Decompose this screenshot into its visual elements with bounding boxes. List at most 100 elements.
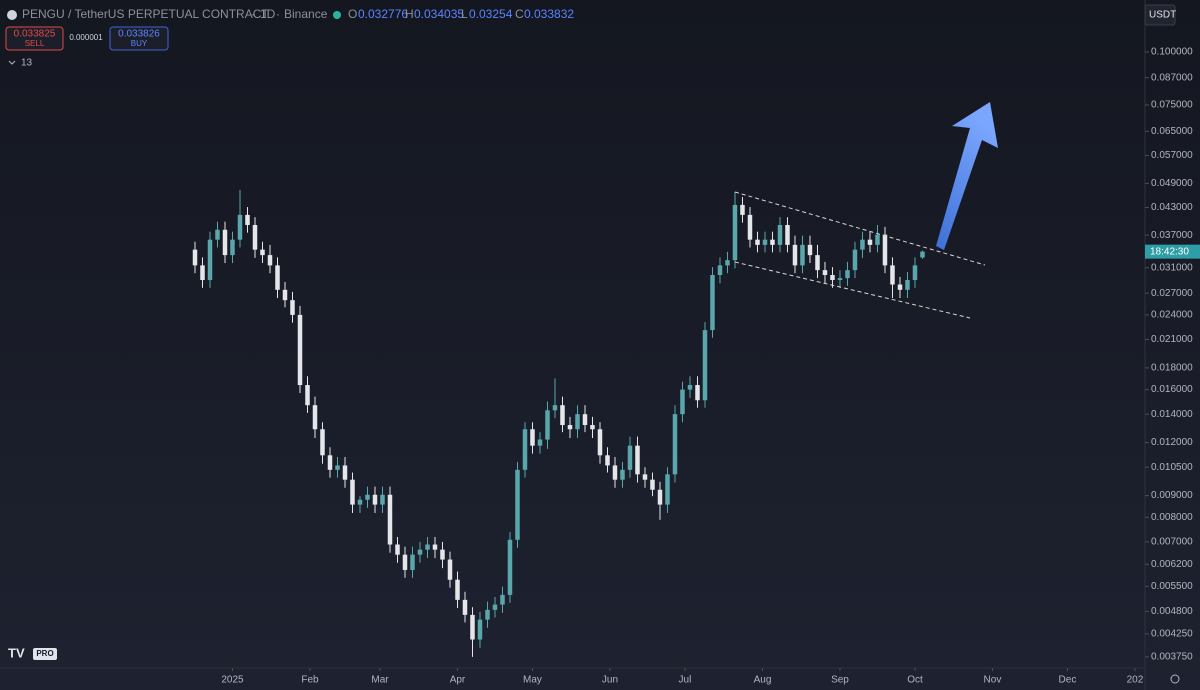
buy-price[interactable]: 0.033826	[118, 29, 160, 40]
symbol: PENGU / TetherUS PERPETUAL CONTRACT	[22, 7, 269, 21]
y-tick-label: 0.003750	[1151, 652, 1193, 663]
y-tick-label: 0.006200	[1151, 559, 1193, 570]
candle-body	[372, 494, 378, 505]
candle-body	[815, 255, 820, 271]
candle-body	[905, 280, 910, 290]
spread: 0.000001	[69, 33, 103, 42]
countdown: 18:42:30	[1150, 246, 1189, 257]
exchange: Binance	[284, 7, 328, 21]
y-tick-label: 0.057000	[1151, 150, 1193, 161]
candle-body	[425, 544, 430, 550]
candle-body	[260, 249, 265, 256]
candles	[192, 189, 925, 657]
sell-label[interactable]: SELL	[25, 39, 45, 48]
candle-body	[485, 609, 490, 620]
candle-body	[627, 445, 633, 470]
currency[interactable]: USDT	[1149, 10, 1176, 21]
candle-body	[470, 614, 475, 640]
candle-body	[432, 544, 438, 550]
x-tick-label: 2025	[221, 675, 244, 686]
y-tick-label: 0.004250	[1151, 628, 1193, 639]
y-tick-label: 0.043000	[1151, 202, 1193, 213]
candle-body	[252, 224, 258, 250]
y-tick-label: 0.018000	[1151, 363, 1193, 374]
indicators-count[interactable]: 13	[21, 58, 33, 69]
y-tick-label: 0.010500	[1151, 462, 1193, 473]
y-tick-label: 0.021000	[1151, 334, 1193, 345]
candle-body	[237, 214, 243, 240]
candle-body	[387, 494, 393, 545]
sell-button[interactable]	[5, 26, 64, 51]
candle-body	[500, 594, 505, 605]
candle-body	[710, 275, 715, 331]
indicators-chevron[interactable]	[8, 60, 16, 65]
candle-body	[695, 385, 700, 401]
candle-body	[350, 479, 355, 505]
candle-body	[777, 224, 783, 245]
candle-body	[402, 554, 408, 570]
candle-body	[867, 239, 873, 245]
countdown-box	[1145, 244, 1200, 259]
symbol-icon	[7, 10, 17, 20]
candle-body	[582, 414, 588, 426]
ohlc-label: H	[405, 7, 414, 21]
candle-body	[762, 239, 768, 245]
candle-body	[890, 265, 895, 285]
candle-body	[275, 265, 280, 290]
candle-body	[837, 278, 843, 281]
candle-body	[282, 289, 288, 301]
settings-icon[interactable]	[1170, 674, 1180, 684]
candle-body	[507, 539, 513, 595]
candle-body	[717, 265, 723, 276]
candle-body	[545, 410, 550, 440]
candle-body	[335, 465, 340, 470]
candle-body	[605, 455, 610, 466]
y-tick-label: 0.005500	[1151, 581, 1193, 592]
buy-label[interactable]: BUY	[131, 39, 148, 48]
y-tick-label: 0.031000	[1151, 262, 1193, 273]
candle-body	[567, 425, 573, 430]
candle-body	[440, 549, 445, 560]
x-tick-label: Jun	[602, 675, 618, 686]
logo: TV	[8, 645, 25, 660]
candle-body	[755, 239, 760, 245]
candle-body	[612, 465, 618, 480]
candle-body	[380, 494, 385, 505]
candle-body	[267, 255, 273, 266]
candle-body	[725, 260, 730, 266]
candle-body	[590, 425, 595, 430]
x-tick-label: Feb	[301, 675, 319, 686]
candle-body	[455, 579, 460, 600]
x-tick-label: Apr	[450, 675, 466, 686]
sell-price[interactable]: 0.033825	[14, 29, 56, 40]
x-tick-label: Jul	[679, 675, 692, 686]
candle-body	[860, 239, 865, 250]
buy-button[interactable]	[109, 26, 169, 51]
currency-box[interactable]	[1144, 4, 1176, 26]
countdown-tag: 18:42:30	[1145, 244, 1200, 259]
ohlc-label: O	[348, 7, 357, 21]
candle-body	[530, 429, 535, 446]
candle-body	[462, 599, 468, 615]
candle-body	[327, 455, 333, 470]
candle-body	[912, 265, 918, 281]
candle-body	[357, 499, 363, 505]
interval: 1D	[260, 7, 276, 21]
candle-body	[192, 249, 198, 266]
candle-body	[732, 204, 738, 261]
candle-body	[290, 300, 295, 315]
channel-lower	[734, 261, 971, 319]
status-dot	[333, 11, 341, 19]
candle-body	[635, 445, 640, 475]
candle-body	[342, 465, 348, 480]
candle-body	[477, 619, 483, 640]
candle-body	[702, 330, 708, 401]
candle-body	[447, 559, 453, 580]
y-tick-label: 0.007000	[1151, 537, 1193, 548]
candle-body	[822, 270, 828, 276]
candle-body	[830, 275, 835, 281]
candle-body	[665, 474, 670, 505]
ohlc-value: 0.03254	[469, 7, 513, 21]
